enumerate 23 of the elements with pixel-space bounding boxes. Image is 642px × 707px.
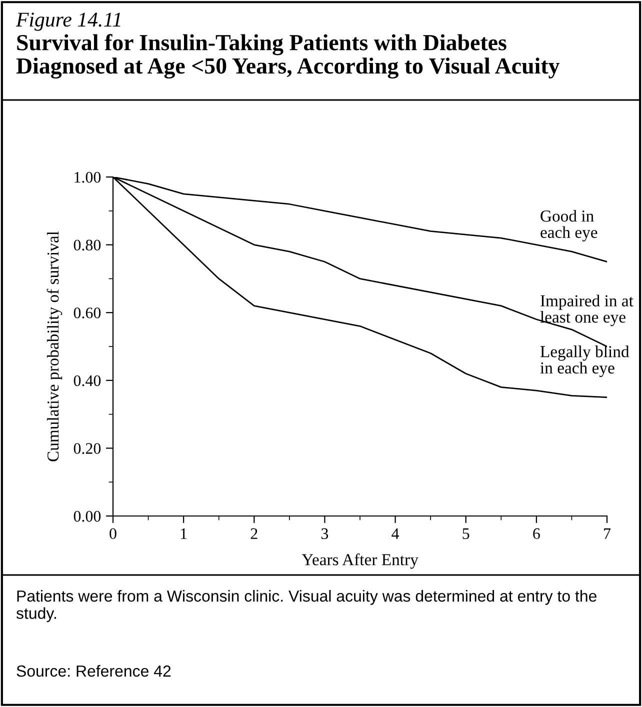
y-tick-label: 0.60 — [74, 308, 101, 318]
chart-subtitle: Figure 14.11 — [16, 12, 120, 31]
x-tick-label: 3 — [321, 528, 328, 540]
chart-title: Survival for Insulin-Taking Patients with Diabetes Diagnosed at Age <50 Years, According to Visual Acuity — [16, 34, 560, 79]
y-axis-title: Cumulative probability of survival — [46, 231, 62, 462]
y-tick-label: 0.40 — [74, 375, 101, 386]
x-tick-label: 4 — [392, 528, 400, 539]
series-label: Legally blind in each eye — [540, 346, 630, 378]
x-tick-label: 6 — [533, 528, 540, 540]
x-axis-title: Years After Entry — [302, 553, 418, 569]
source-note: Source: Reference 42 — [16, 665, 171, 677]
series-label: Impaired in at least one eye — [540, 294, 634, 326]
y-tick-label: 1.00 — [74, 172, 101, 183]
x-tick-label: 5 — [462, 528, 470, 540]
text: Patients were from a Wisconsin clinic. Visual acuity was determined at entry to the study. — [16, 590, 596, 622]
series-label: Good in each eye — [540, 210, 598, 242]
x-tick-label: 2 — [250, 528, 258, 539]
x-tick-label: 7 — [604, 528, 611, 539]
y-tick-label: 0.00 — [74, 510, 101, 522]
x-tick-label: 1 — [180, 528, 187, 539]
y-tick-label: 0.20 — [74, 443, 101, 454]
y-tick-label: 0.80 — [74, 240, 101, 251]
x-tick-label: 0 — [110, 528, 116, 540]
